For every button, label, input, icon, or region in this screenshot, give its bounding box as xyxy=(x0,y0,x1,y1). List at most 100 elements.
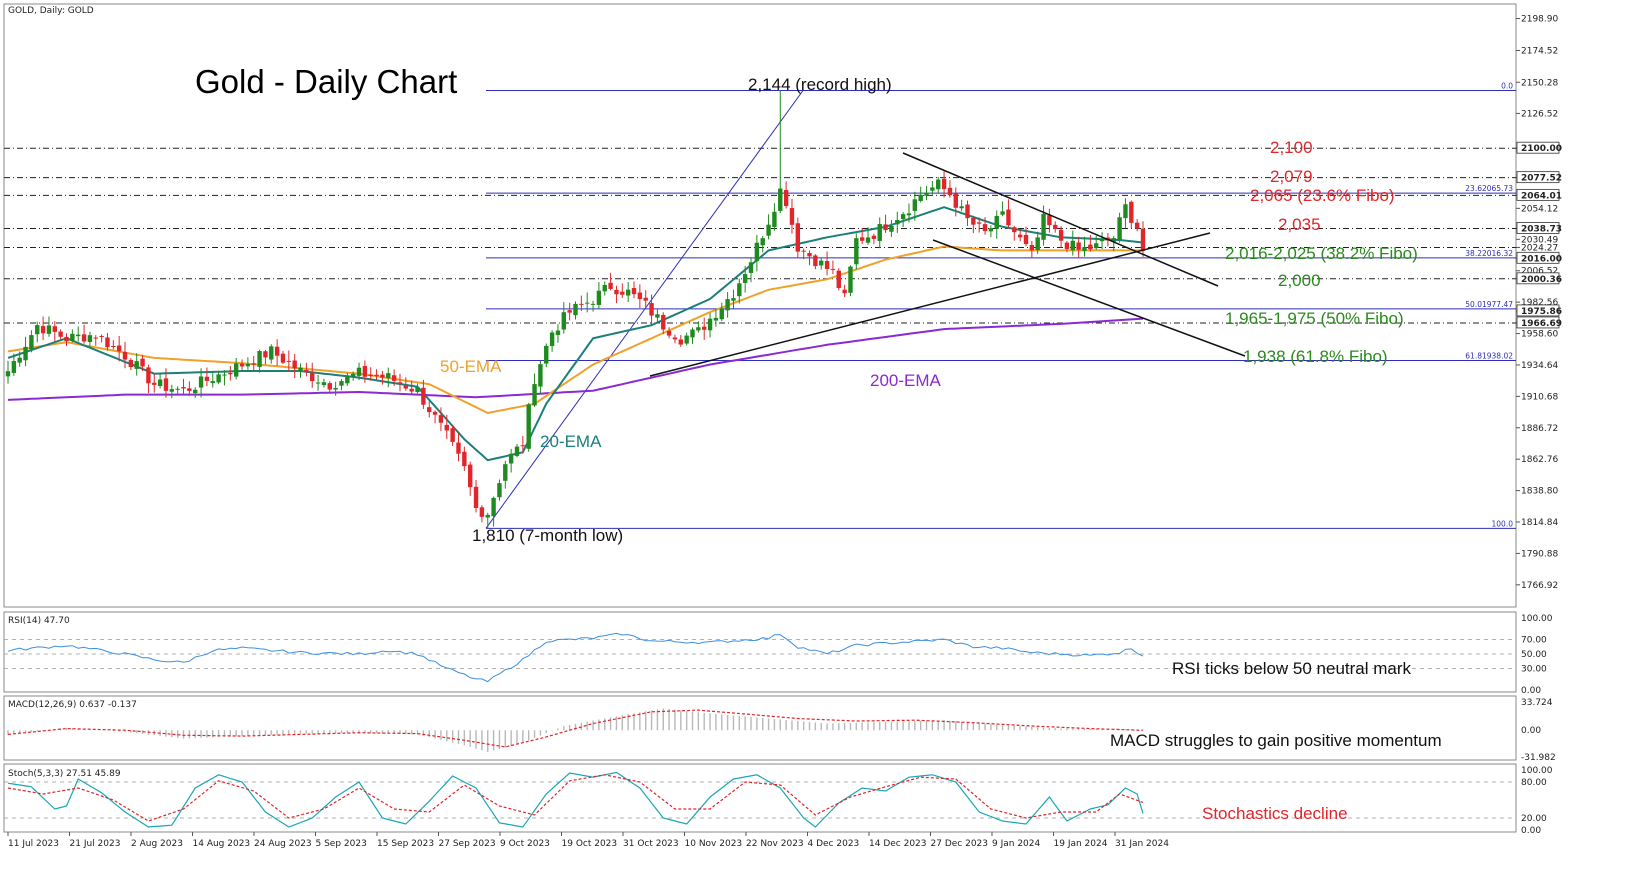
price-tick-label: 2024.27 xyxy=(1521,243,1558,253)
candle-body xyxy=(526,404,531,449)
candle-body xyxy=(637,292,643,300)
candle-body xyxy=(87,335,93,342)
candle-body xyxy=(245,363,251,367)
candle-body xyxy=(585,302,590,304)
macd-tick-label: 0.00 xyxy=(1521,726,1541,736)
fibo-level-label: 61.81938.02 xyxy=(1465,352,1513,361)
candle-body xyxy=(748,262,754,273)
price-marker-box xyxy=(1516,304,1560,317)
candle-body xyxy=(403,385,409,389)
candle-body xyxy=(789,208,795,225)
candle-body xyxy=(5,371,11,377)
level-1965-label: 1,965-1,975 (50% Fibo) xyxy=(1225,309,1404,328)
price-marker-box xyxy=(1516,316,1560,329)
candle-body xyxy=(778,188,783,211)
ema-lines xyxy=(7,206,1144,462)
price-tick-label: 1838.80 xyxy=(1521,487,1558,497)
candle-body xyxy=(1117,217,1122,240)
candle-body xyxy=(105,337,110,348)
candle-body xyxy=(280,353,286,363)
candle-body xyxy=(631,288,637,295)
rsi-tick-label: 0.00 xyxy=(1521,686,1541,696)
candle-body xyxy=(1041,213,1046,240)
candle-body xyxy=(93,337,98,339)
candle-body xyxy=(538,364,543,387)
candle-body xyxy=(760,238,765,246)
candle-body xyxy=(152,382,157,385)
candle-body xyxy=(438,415,444,423)
price-tick-label: 1934.64 xyxy=(1521,361,1558,371)
candle-body xyxy=(824,260,830,269)
date-tick-label: 5 Sep 2023 xyxy=(316,839,367,849)
candle-body xyxy=(906,213,912,216)
grid-lines xyxy=(4,147,1516,324)
candle-body xyxy=(684,335,689,344)
rsi-tick-label: 100.00 xyxy=(1521,614,1553,624)
indicators: 100.00 70.00 50.00 30.00 0.00 33.724 0.00 -31.9… xyxy=(4,614,1556,836)
candle-body xyxy=(257,351,262,367)
candle-body xyxy=(134,361,139,369)
candle-body xyxy=(602,285,607,292)
candle-body xyxy=(339,381,344,386)
candle-body xyxy=(269,346,274,360)
level-1938-label: 1,938 (61.8% Fibo) xyxy=(1243,347,1388,366)
seven-month-low-label: 1,810 (7-month low) xyxy=(472,526,623,545)
candle-body xyxy=(813,255,818,267)
candle-body xyxy=(590,303,596,305)
candle-body xyxy=(450,428,455,442)
candle-body xyxy=(46,325,52,334)
price-marker-box xyxy=(1516,141,1560,154)
candle-body xyxy=(374,374,379,377)
price-marker-label: 2038.73 xyxy=(1521,225,1562,235)
price-marker-label: 2100.00 xyxy=(1521,144,1562,154)
date-tick-label: 21 Jul 2023 xyxy=(70,839,121,849)
macd-signal-line xyxy=(7,709,1144,748)
candle-body xyxy=(532,384,537,406)
fibo-level-label: 23.62065.73 xyxy=(1465,184,1513,193)
level-2100-label: 2,100 xyxy=(1270,138,1313,157)
candle-body xyxy=(649,303,654,316)
fibonacci-levels: 0.0 23.62065.73 38.22016.32 50.01977.47 61.8… xyxy=(485,82,1516,529)
date-tick-label: 14 Aug 2023 xyxy=(193,839,251,849)
price-marker-label: 2077.52 xyxy=(1521,174,1562,184)
candle-body xyxy=(491,497,496,517)
candle-body xyxy=(994,215,999,229)
date-tick-label: 9 Jan 2024 xyxy=(992,839,1040,849)
price-tick-label: 1814.84 xyxy=(1521,518,1558,528)
page-title: Gold - Daily Chart xyxy=(195,63,457,100)
price-tick-label: 2126.52 xyxy=(1521,109,1558,119)
fibo-swing-line xyxy=(485,90,804,529)
date-tick-label: 27 Dec 2023 xyxy=(931,839,989,849)
date-tick-label: 24 Aug 2023 xyxy=(254,839,312,849)
candle-body xyxy=(912,199,918,211)
stoch-tick-label: 80.00 xyxy=(1521,778,1547,788)
candle-body xyxy=(274,346,280,356)
candle-body xyxy=(444,424,449,431)
candle-body xyxy=(187,388,192,391)
candle-body xyxy=(842,289,847,294)
fibo-level-label: 50.01977.47 xyxy=(1465,300,1513,309)
price-marker-label: 2064.01 xyxy=(1521,191,1562,201)
candle-body xyxy=(1134,222,1140,229)
main-panel-frame xyxy=(3,3,1517,608)
date-tick-label: 9 Oct 2023 xyxy=(500,839,550,849)
candle-body xyxy=(216,374,221,383)
candle-body xyxy=(549,332,555,347)
candle-body xyxy=(11,361,17,373)
candle-body xyxy=(345,375,350,384)
candle-body xyxy=(233,363,239,377)
candle-body xyxy=(128,360,134,367)
rsi-tick-label: 30.00 xyxy=(1521,664,1547,674)
price-tick-label: 1958.60 xyxy=(1521,330,1558,340)
candle-body xyxy=(596,290,602,305)
candle-body xyxy=(766,224,771,236)
candle-body xyxy=(391,375,397,381)
candle-body xyxy=(432,411,438,415)
stoch-main-line xyxy=(7,771,1144,828)
ema200-label: 200-EMA xyxy=(870,371,942,390)
stoch-header: Stoch(5,3,3) 27.51 45.89 xyxy=(8,769,121,779)
candle-body xyxy=(456,442,461,454)
candle-body xyxy=(713,317,719,321)
candle-body xyxy=(859,237,865,241)
